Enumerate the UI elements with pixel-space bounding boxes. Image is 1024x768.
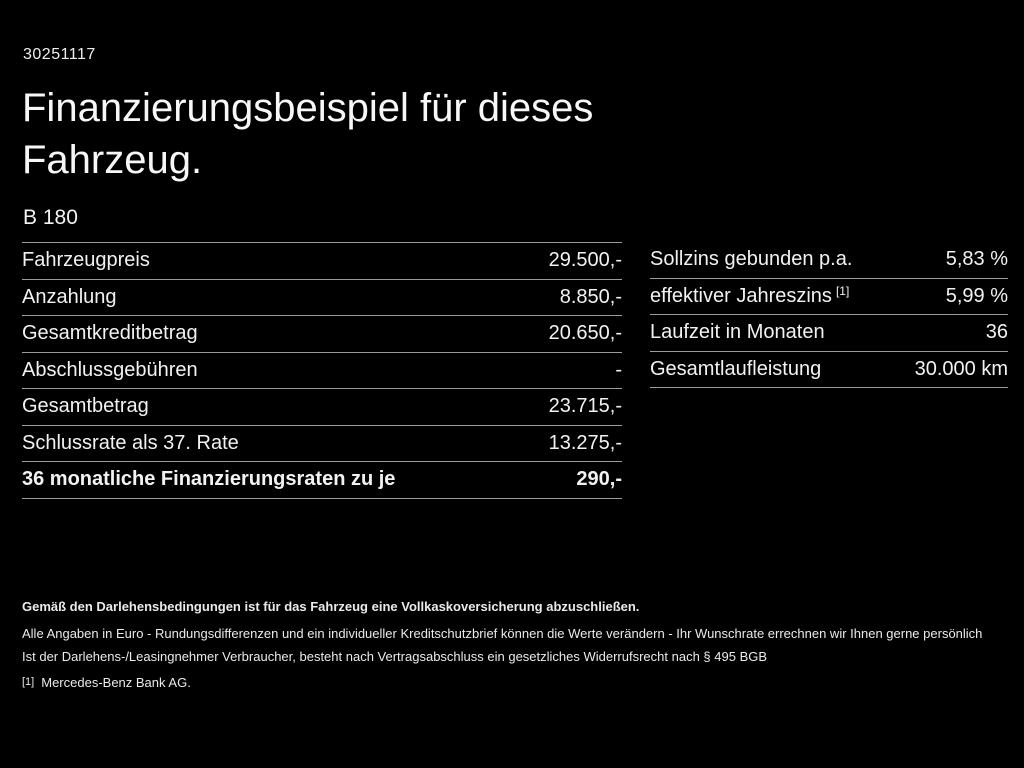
row-label: Abschlussgebühren: [22, 358, 198, 381]
row-value: 13.275,-: [548, 431, 622, 454]
page-title: Finanzierungsbeispiel für dieses Fahrzeu…: [22, 86, 594, 182]
table-row-abschlussgebuehren: Abschlussgebühren -: [22, 353, 622, 389]
row-label: 36 monatliche Finanzierungsraten zu je: [22, 468, 396, 491]
row-value: 290,-: [576, 468, 622, 491]
row-label: Fahrzeugpreis: [22, 249, 150, 272]
row-value: -: [615, 358, 622, 381]
financing-details-table: Fahrzeugpreis 29.500,- Anzahlung 8.850,-…: [22, 242, 622, 499]
row-value: 20.650,-: [548, 322, 622, 345]
vehicle-id: 30251117: [23, 46, 96, 63]
row-label: Gesamtkreditbetrag: [22, 322, 198, 345]
row-value: 29.500,-: [548, 249, 622, 272]
row-label: Anzahlung: [22, 285, 117, 308]
legal-footer: Gemäß den Darlehensbedingungen ist für d…: [22, 599, 1002, 691]
footnote-marker: [1]: [22, 676, 35, 688]
row-value: 36: [985, 321, 1008, 344]
table-row-gesamtlaufleistung: Gesamtlaufleistung 30.000 km: [650, 352, 1008, 388]
row-label: Schlussrate als 37. Rate: [22, 431, 239, 454]
row-label: Gesamtlaufleistung: [650, 357, 822, 380]
table-row-gesamtkreditbetrag: Gesamtkreditbetrag 20.650,-: [22, 316, 622, 353]
row-label: Sollzins gebunden p.a.: [650, 248, 853, 271]
financing-conditions-table: Sollzins gebunden p.a. 5,83 % effektiver…: [650, 242, 1008, 388]
disclaimer-line-1: Alle Angaben in Euro - Rundungsdifferenz…: [22, 626, 983, 641]
table-row-schlussrate: Schlussrate als 37. Rate 13.275,-: [22, 426, 622, 462]
footnote-text: Mercedes-Benz Bank AG.: [41, 675, 191, 690]
row-value: 5,99 %: [945, 284, 1008, 307]
row-label: Laufzeit in Monaten: [650, 321, 825, 344]
table-row-effektiver-jahreszins: effektiver Jahreszins [1] 5,99 %: [650, 279, 1008, 315]
table-row-fahrzeugpreis: Fahrzeugpreis 29.500,-: [22, 243, 622, 280]
table-row-gesamtbetrag: Gesamtbetrag 23.715,-: [22, 389, 622, 426]
model-name: B 180: [23, 206, 78, 229]
disclaimer-line-2: Ist der Darlehens-/Leasingnehmer Verbrau…: [22, 649, 768, 664]
row-label: Gesamtbetrag: [22, 395, 149, 418]
footnote-reference: [1]: [835, 284, 850, 299]
row-value: 30.000 km: [914, 357, 1008, 380]
insurance-note: Gemäß den Darlehensbedingungen ist für d…: [22, 599, 640, 614]
row-value: 23.715,-: [548, 395, 622, 418]
table-row-laufzeit: Laufzeit in Monaten 36: [650, 315, 1008, 352]
row-value: 5,83 %: [945, 248, 1008, 271]
row-value: 8.850,-: [559, 285, 622, 308]
footnote: [1] Mercedes-Benz Bank AG.: [22, 674, 1002, 691]
table-row-monatsrate: 36 monatliche Finanzierungsraten zu je 2…: [22, 462, 622, 499]
table-row-anzahlung: Anzahlung 8.850,-: [22, 280, 622, 316]
row-label: effektiver Jahreszins [1]: [650, 284, 850, 308]
table-row-sollzins: Sollzins gebunden p.a. 5,83 %: [650, 242, 1008, 279]
financing-tables: Fahrzeugpreis 29.500,- Anzahlung 8.850,-…: [22, 242, 1008, 499]
